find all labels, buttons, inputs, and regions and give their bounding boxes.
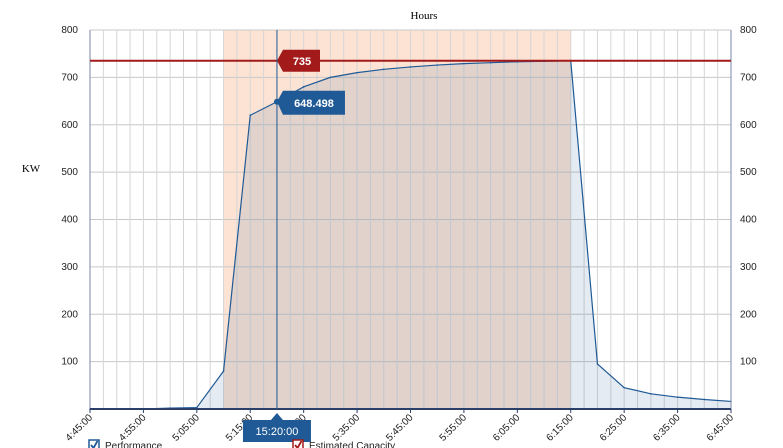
x-tick-label: 6:15:00 <box>544 412 576 444</box>
crosshair-x-label: 15:20:00 <box>256 426 299 438</box>
y-tick-label-right: 500 <box>740 167 757 178</box>
y-tick-label-right: 800 <box>740 25 757 36</box>
data-point <box>650 393 652 395</box>
x-tick-label: 4:45:00 <box>64 412 96 444</box>
data-point <box>382 68 385 71</box>
legend-checkbox-capacity[interactable] <box>292 439 304 448</box>
legend-label: Estimated Capacity <box>309 441 395 448</box>
data-point <box>249 114 252 117</box>
x-tick-label: 6:25:00 <box>598 412 630 444</box>
overlay-layer[interactable]: 735 648.498 15:20:00 <box>90 30 731 442</box>
y-tick-label-right: 400 <box>740 215 757 226</box>
checkmark-icon <box>294 440 303 448</box>
y-tick-label-right: 600 <box>740 120 757 131</box>
x-tick-label: 6:05:00 <box>491 412 523 444</box>
legend-checkbox-performance[interactable] <box>88 439 100 448</box>
y-tick-label-left: 100 <box>61 357 78 368</box>
x-tick-label: 5:05:00 <box>171 412 203 444</box>
data-point <box>329 76 332 79</box>
y-tick-label-right: 300 <box>740 262 757 273</box>
y-tick-label-left: 300 <box>61 262 78 273</box>
x-tick-label: 5:35:00 <box>331 412 363 444</box>
data-point <box>302 86 305 88</box>
legend: Performance Estimated Capacity <box>88 439 395 448</box>
y-tick-label-left: 400 <box>61 215 78 226</box>
y-tick-label-right: 100 <box>740 357 757 368</box>
x-tick-label: 6:45:00 <box>705 412 737 444</box>
crosshair-value-badge <box>276 90 345 115</box>
data-point <box>596 363 599 365</box>
crosshair-value-label: 648.498 <box>294 98 334 110</box>
data-point <box>463 62 465 65</box>
x-tick-label: 5:55:00 <box>438 412 470 444</box>
data-point <box>436 64 439 66</box>
y-tick-label-left: 500 <box>61 167 78 178</box>
data-point <box>222 370 225 372</box>
x-tick-label: 4:55:00 <box>117 412 149 444</box>
data-point <box>676 396 679 398</box>
series-area-fill <box>90 60 731 409</box>
data-point <box>623 386 625 389</box>
y-axis-label: KW <box>22 163 41 175</box>
data-point <box>196 406 198 409</box>
checkmark-icon <box>90 440 99 448</box>
x-tick-label: 6:35:00 <box>651 412 683 444</box>
data-point <box>356 71 358 74</box>
data-point <box>409 66 412 68</box>
y-tick-label-left: 200 <box>61 309 78 320</box>
y-tick-label-left: 800 <box>61 25 78 36</box>
series-area-layer <box>89 59 732 410</box>
y-tick-label-left: 700 <box>61 72 78 83</box>
capacity-value-label: 735 <box>293 56 311 68</box>
y-tick-label-left: 600 <box>61 120 78 131</box>
y-tick-label-right: 200 <box>740 309 757 320</box>
data-point <box>489 61 492 64</box>
capacity-value-badge <box>277 49 320 72</box>
data-point <box>703 398 706 401</box>
chart-title: Hours <box>411 10 438 22</box>
legend-label: Performance <box>105 441 163 448</box>
y-tick-label-right: 700 <box>740 72 757 83</box>
x-tick-label: 5:45:00 <box>384 412 416 444</box>
crosshair-x-badge <box>242 413 311 442</box>
